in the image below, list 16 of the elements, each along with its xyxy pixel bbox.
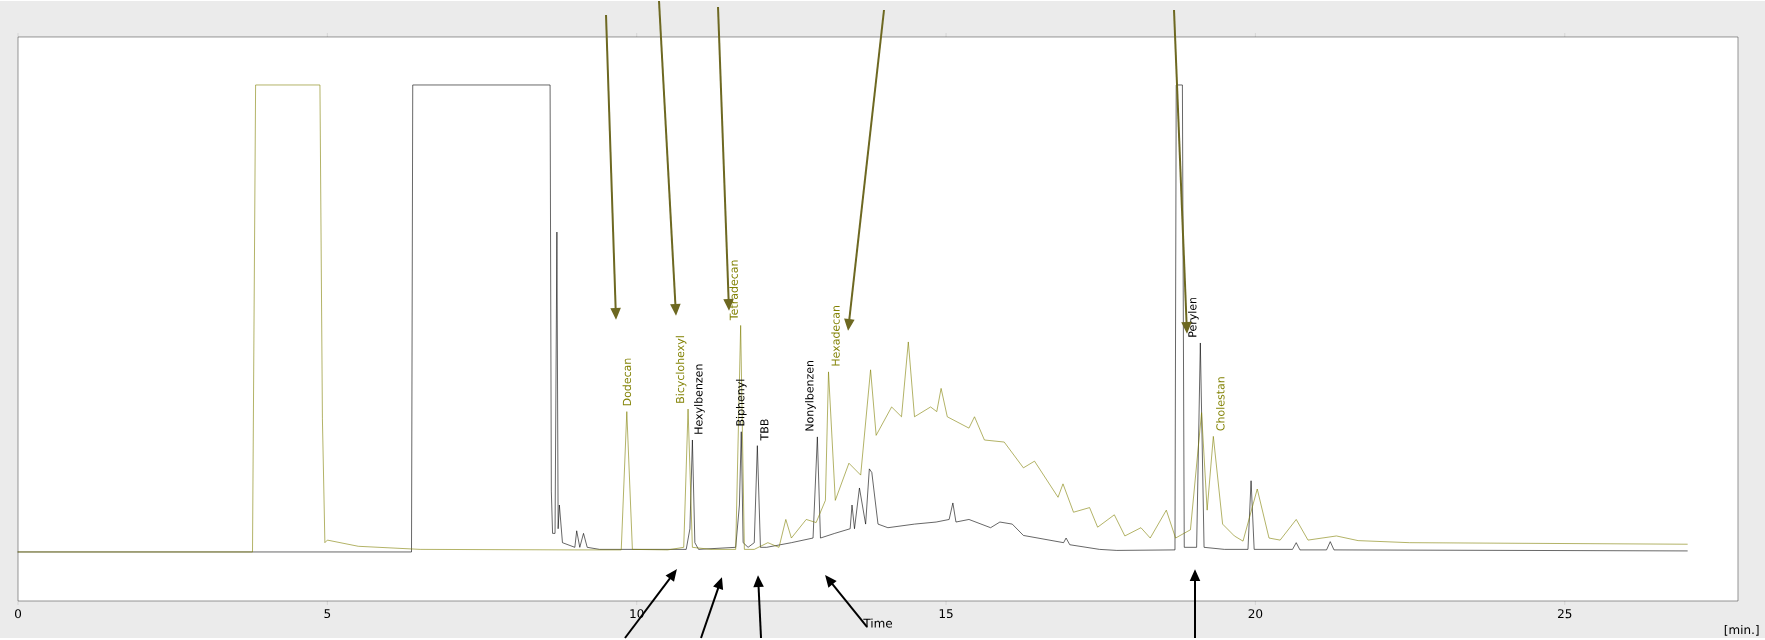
annotation: Hexadecan bbox=[831, 306, 840, 366]
annotation: Tetradecan bbox=[729, 260, 738, 321]
annotation: Dodecan bbox=[622, 358, 632, 406]
annotation: Biphenyl bbox=[735, 379, 747, 426]
x-tick-label: 25 bbox=[1557, 609, 1572, 619]
x-tick-label: 15 bbox=[939, 609, 953, 619]
annotation: Perylen bbox=[1188, 298, 1199, 337]
text: [min.] bbox=[1724, 625, 1759, 636]
x-tick-label: 5 bbox=[324, 609, 331, 619]
annotation: TBB bbox=[760, 419, 769, 441]
annotation: Bicyclohexyl bbox=[675, 336, 687, 403]
annotation: Nonylbenzen bbox=[805, 361, 816, 431]
x-tick-label: 20 bbox=[1248, 609, 1263, 619]
annotation: Hexylbenzen bbox=[694, 364, 705, 434]
x-tick-label: 0 bbox=[14, 609, 22, 619]
annotation: Cholestan bbox=[1216, 377, 1225, 431]
